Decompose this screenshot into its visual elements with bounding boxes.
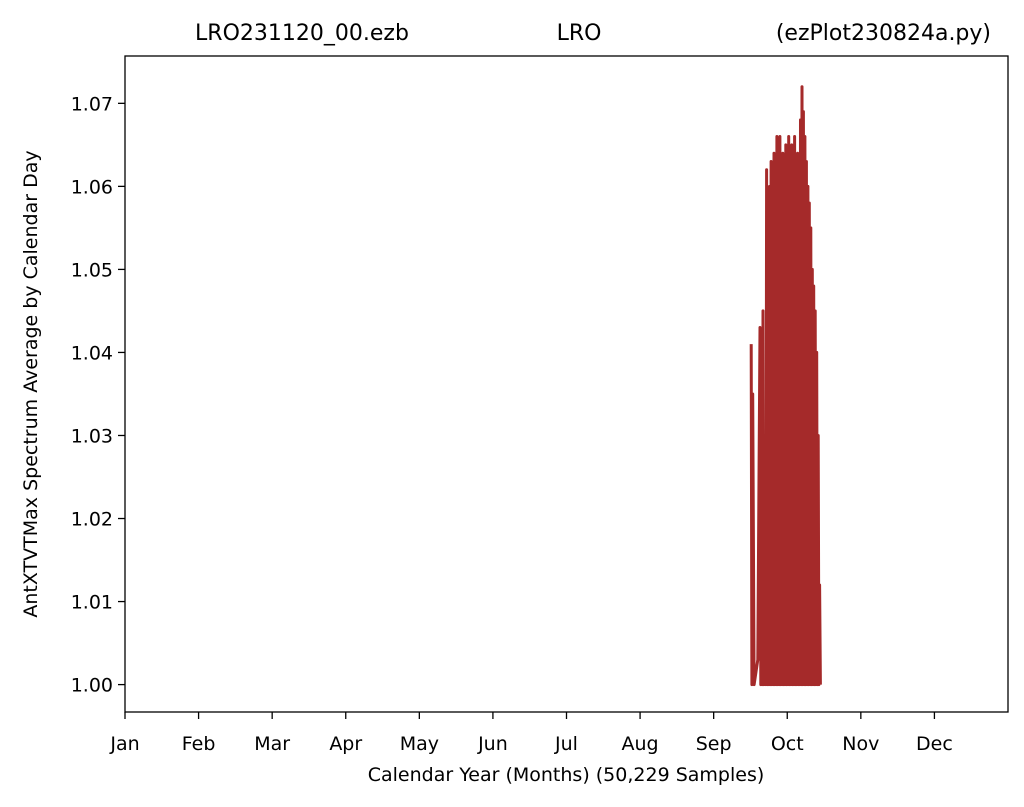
x-tick-label: Apr [329, 733, 362, 755]
header-center: LRO [557, 21, 602, 46]
x-tick-label: Aug [622, 733, 659, 755]
y-tick-label: 1.04 [71, 342, 113, 364]
header-right: (ezPlot230824a.py) [776, 21, 991, 46]
x-tick-label: Jul [554, 733, 578, 755]
series-line [749, 85, 822, 687]
y-tick-label: 1.07 [71, 93, 113, 115]
y-tick-label: 1.05 [71, 259, 113, 281]
x-tick-label: May [400, 733, 439, 755]
x-axis-label: Calendar Year (Months) (50,229 Samples) [368, 764, 765, 786]
y-tick-label: 1.03 [71, 425, 113, 447]
y-tick-label: 1.02 [71, 509, 113, 531]
x-tick-label: Feb [182, 733, 216, 755]
x-tick-label: Nov [842, 733, 879, 755]
y-axis-label: AntXTVTMax Spectrum Average by Calendar … [20, 150, 42, 617]
plot-area [749, 85, 822, 687]
x-axis: Jan Feb Mar Apr May Jun Jul Aug Sep Oct Nov Dec [109, 712, 953, 755]
header-left: LRO231120_00.ezb [195, 21, 409, 46]
x-tick-label: Oct [771, 733, 804, 755]
y-tick-label: 1.00 [71, 675, 113, 697]
x-tick-label: Sep [696, 733, 732, 755]
x-tick-label: Mar [254, 733, 290, 755]
x-tick-label: Jan [109, 733, 139, 755]
x-tick-label: Dec [916, 733, 953, 755]
y-tick-label: 1.01 [71, 592, 113, 614]
y-axis: 1.00 1.01 1.02 1.03 1.04 1.05 1.06 1.07 [71, 93, 125, 697]
y-tick-label: 1.06 [71, 176, 113, 198]
x-tick-label: Jun [477, 733, 508, 755]
